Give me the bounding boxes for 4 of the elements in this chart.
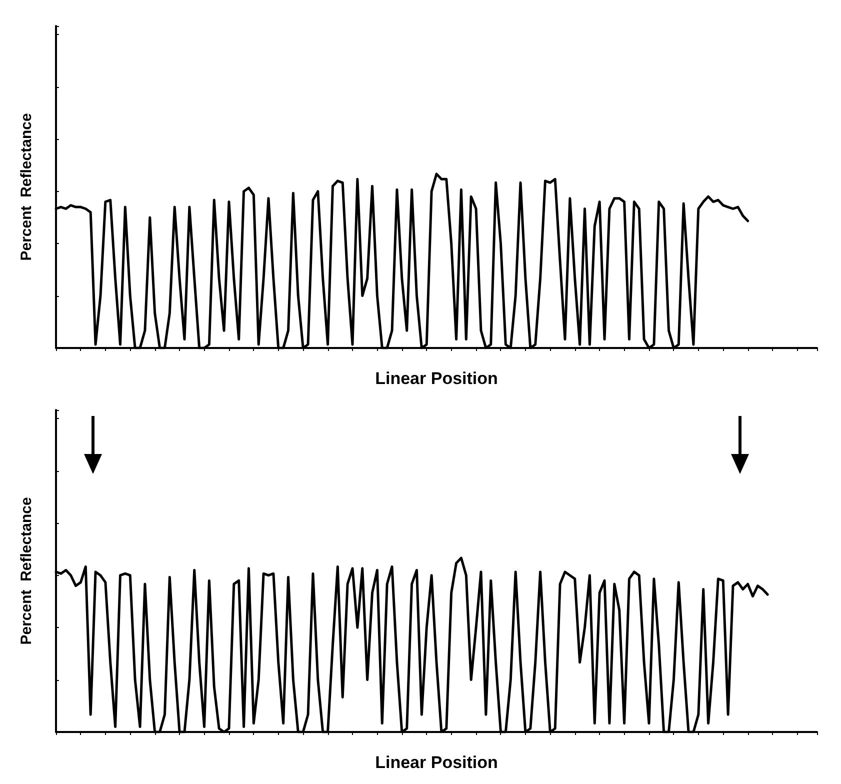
x-axis-title: Linear Position [375, 369, 498, 388]
y-axis-title: Percent Reflectance [18, 497, 35, 645]
x-axis-title: Linear Position [375, 753, 498, 772]
y-axis-title: Percent Reflectance [18, 113, 35, 261]
